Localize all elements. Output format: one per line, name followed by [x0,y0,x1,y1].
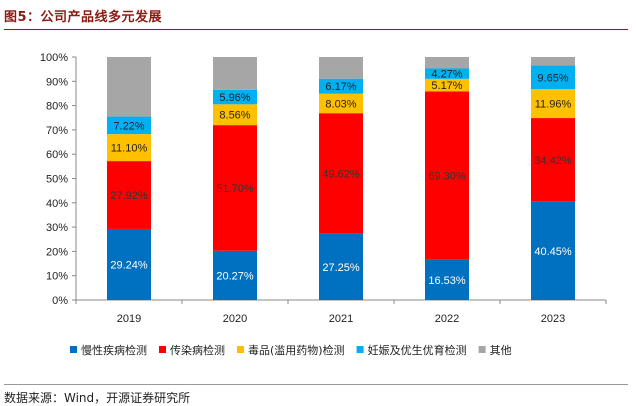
data-label: 11.10% [111,143,148,155]
legend-swatch [478,346,486,353]
data-label: 40.45% [534,246,572,258]
title-divider [4,29,628,30]
y-tick-label: 50% [46,174,68,186]
bar-segment [319,57,363,79]
legend-label: 其他 [490,344,512,357]
data-label: 49.62% [322,168,360,180]
bar-segment [425,259,469,300]
bar-segment [425,78,469,92]
data-label: 16.53% [428,275,466,287]
legend-swatch [356,346,364,353]
data-label: 8.03% [325,98,356,110]
data-label: 69.30% [428,171,466,183]
bar-segment [107,116,151,135]
data-label: 5.96% [219,92,250,104]
y-tick-label: 30% [46,222,68,234]
data-label: 9.65% [537,72,568,84]
y-tick-label: 20% [46,246,68,258]
y-tick-label: 70% [46,125,68,137]
bar-segment [213,57,257,90]
bar-segment [531,89,575,119]
legend-swatch [237,346,244,353]
y-tick-label: 90% [46,76,68,88]
legend-swatch [70,346,77,353]
bar-segment [425,57,469,69]
data-source-note: 数据来源：Wind，开源证券研究所 [4,391,191,405]
data-label: 7.22% [113,120,144,132]
data-label: 11.96% [535,99,572,111]
bar-segment [425,68,469,79]
legend-label: 慢性疾病检测 [81,343,147,357]
bar-segment [531,57,575,66]
data-label: 5.17% [431,80,462,92]
bar-segment [531,201,575,300]
x-tick-label: 2020 [223,313,247,325]
data-label: 29.24% [110,259,148,271]
data-label: 4.27% [431,69,462,81]
bar-segment [319,233,363,300]
y-tick-label: 40% [46,198,68,210]
bar-segment [319,113,363,234]
bar-segment [425,91,469,260]
bar-segment [531,118,575,202]
x-tick-label: 2019 [117,313,141,325]
bar-segment [107,161,151,229]
data-label: 8.56% [219,110,250,122]
figure-title: 图5：公司产品线多元发展 [4,10,163,25]
data-label: 34.42% [534,155,572,167]
bar-segment [107,134,151,162]
data-label: 20.27% [216,270,254,282]
y-tick-label: 60% [46,149,68,161]
bar-segment [213,89,257,105]
bar-segment [107,57,151,117]
x-tick-label: 2023 [541,313,565,325]
legend-swatch [159,346,166,353]
data-label: 27.25% [322,262,360,274]
legend-label: 毒品(滥用药物)检测 [248,343,345,357]
y-tick-label: 100% [40,52,68,64]
x-tick-label: 2021 [329,313,353,325]
bar-segment [107,228,151,300]
data-label: 51.70% [216,183,254,195]
data-label: 6.17% [325,81,356,93]
x-tick-label: 2022 [435,313,459,325]
legend-label: 传染病检测 [170,343,225,357]
bar-segment [213,250,257,300]
bar-segment [319,78,363,94]
y-tick-label: 0% [52,295,68,307]
y-tick-label: 10% [46,271,68,283]
data-label: 27.92% [110,190,148,202]
bar-segment [319,93,363,114]
legend-label: 妊娠及优生优育检测 [368,343,467,357]
bar-segment [531,65,575,90]
y-tick-label: 80% [46,101,68,113]
source-divider [4,384,628,385]
bar-segment [213,104,257,126]
bar-segment [213,125,257,251]
